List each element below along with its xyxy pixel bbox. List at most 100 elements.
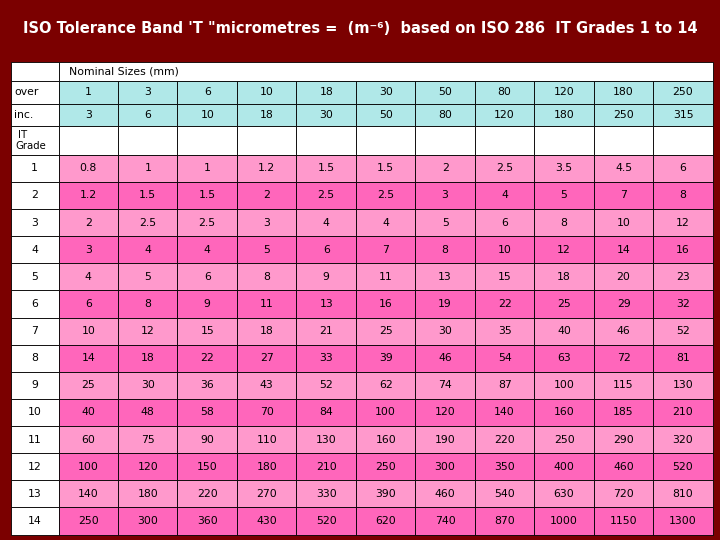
Text: 140: 140	[494, 408, 515, 417]
Text: 460: 460	[435, 489, 456, 499]
Text: 1: 1	[31, 163, 38, 173]
Text: 4.5: 4.5	[615, 163, 632, 173]
Text: 2.5: 2.5	[377, 191, 395, 200]
Bar	[118, 318, 178, 345]
Bar	[653, 104, 713, 126]
Text: 70: 70	[260, 408, 274, 417]
Text: 520: 520	[672, 462, 693, 472]
Bar	[297, 372, 356, 399]
Bar	[356, 104, 415, 126]
Text: 25: 25	[557, 299, 571, 309]
Text: 2: 2	[441, 163, 449, 173]
Bar	[297, 126, 356, 155]
Bar	[58, 508, 118, 535]
Bar	[356, 236, 415, 263]
Bar	[415, 481, 475, 508]
Text: 1: 1	[85, 87, 91, 97]
Bar	[237, 508, 297, 535]
Bar	[118, 182, 178, 209]
Bar	[178, 155, 237, 182]
Bar	[653, 372, 713, 399]
Bar	[11, 236, 58, 263]
Bar	[594, 453, 653, 481]
Text: 180: 180	[138, 489, 158, 499]
Bar	[475, 236, 534, 263]
Text: 14: 14	[81, 353, 95, 363]
Bar	[237, 104, 297, 126]
Text: 320: 320	[672, 435, 693, 444]
Text: 11: 11	[260, 299, 274, 309]
Bar	[118, 155, 178, 182]
Bar	[297, 209, 356, 236]
Bar	[11, 182, 58, 209]
Bar	[653, 182, 713, 209]
Text: 14: 14	[617, 245, 631, 255]
Text: 4: 4	[204, 245, 211, 255]
Text: 10: 10	[498, 245, 512, 255]
Bar	[415, 399, 475, 426]
Text: 4: 4	[31, 245, 38, 255]
Text: 400: 400	[554, 462, 575, 472]
Text: 16: 16	[676, 245, 690, 255]
Bar	[356, 291, 415, 318]
Bar	[237, 345, 297, 372]
Text: 100: 100	[78, 462, 99, 472]
Bar	[58, 209, 118, 236]
Bar	[356, 372, 415, 399]
Text: 74: 74	[438, 380, 452, 390]
Text: 120: 120	[494, 110, 515, 120]
Text: 8: 8	[561, 218, 567, 227]
Text: 250: 250	[375, 462, 396, 472]
Bar	[297, 399, 356, 426]
Text: 40: 40	[81, 408, 95, 417]
Text: 9: 9	[323, 272, 330, 282]
Bar	[534, 155, 594, 182]
Bar	[297, 263, 356, 291]
Bar	[11, 126, 58, 155]
Bar	[178, 104, 237, 126]
Text: 10: 10	[616, 218, 631, 227]
Bar	[475, 126, 534, 155]
Bar	[178, 399, 237, 426]
Bar	[534, 209, 594, 236]
Bar	[653, 426, 713, 453]
Text: 7: 7	[620, 191, 627, 200]
Text: 360: 360	[197, 516, 217, 526]
Text: 50: 50	[438, 87, 452, 97]
Text: 1.2: 1.2	[80, 191, 96, 200]
Bar	[58, 291, 118, 318]
Bar	[415, 508, 475, 535]
Text: 20: 20	[616, 272, 631, 282]
Text: 4: 4	[85, 272, 91, 282]
Text: 39: 39	[379, 353, 392, 363]
Bar	[178, 263, 237, 291]
Bar	[534, 104, 594, 126]
Bar	[58, 426, 118, 453]
Text: 190: 190	[435, 435, 456, 444]
Text: 36: 36	[200, 380, 214, 390]
Text: 18: 18	[557, 272, 571, 282]
Bar	[178, 236, 237, 263]
Bar	[237, 291, 297, 318]
Bar	[594, 399, 653, 426]
Bar	[415, 372, 475, 399]
Bar	[11, 209, 58, 236]
Bar	[475, 81, 534, 104]
Text: 120: 120	[138, 462, 158, 472]
Bar	[653, 399, 713, 426]
Text: 25: 25	[81, 380, 95, 390]
Bar	[475, 291, 534, 318]
Text: 160: 160	[554, 408, 575, 417]
Text: 5: 5	[561, 191, 567, 200]
Bar	[297, 104, 356, 126]
Text: 12: 12	[557, 245, 571, 255]
Bar	[237, 453, 297, 481]
Text: 3: 3	[441, 191, 449, 200]
Bar	[11, 291, 58, 318]
Text: 19: 19	[438, 299, 452, 309]
Bar	[178, 182, 237, 209]
Bar	[594, 126, 653, 155]
Text: 100: 100	[375, 408, 396, 417]
Bar	[58, 318, 118, 345]
Text: 100: 100	[554, 380, 575, 390]
